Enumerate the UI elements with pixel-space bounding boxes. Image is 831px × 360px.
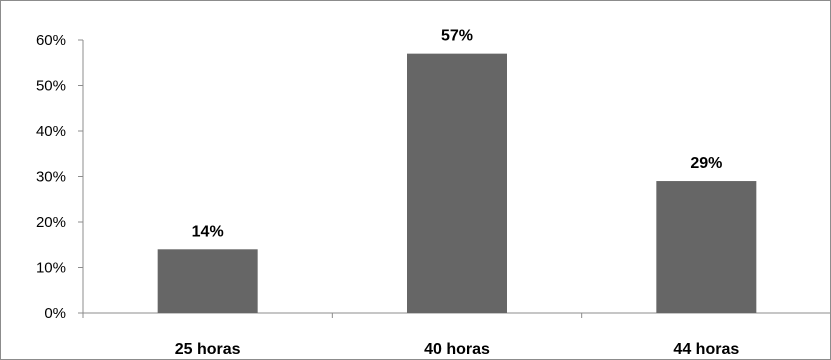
bar-1[interactable]: [157, 249, 258, 313]
x-category-label: 44 horas: [673, 341, 739, 358]
data-label: 57%: [441, 28, 473, 45]
x-category-label: 40 horas: [424, 341, 490, 358]
y-tick-label: 40%: [36, 123, 66, 140]
x-category-label: 25 horas: [175, 341, 241, 358]
bar-3[interactable]: [656, 181, 757, 313]
y-tick-label: 20%: [36, 214, 66, 231]
y-tick-label: 60%: [36, 32, 66, 49]
data-label: 14%: [192, 223, 224, 240]
bar-2[interactable]: [407, 53, 507, 314]
data-label: 29%: [690, 155, 722, 172]
y-tick-label: 30%: [36, 169, 66, 186]
y-tick-label: 50%: [36, 78, 66, 95]
y-tick-label: 0%: [44, 305, 66, 322]
y-tick-label: 10%: [36, 260, 66, 277]
